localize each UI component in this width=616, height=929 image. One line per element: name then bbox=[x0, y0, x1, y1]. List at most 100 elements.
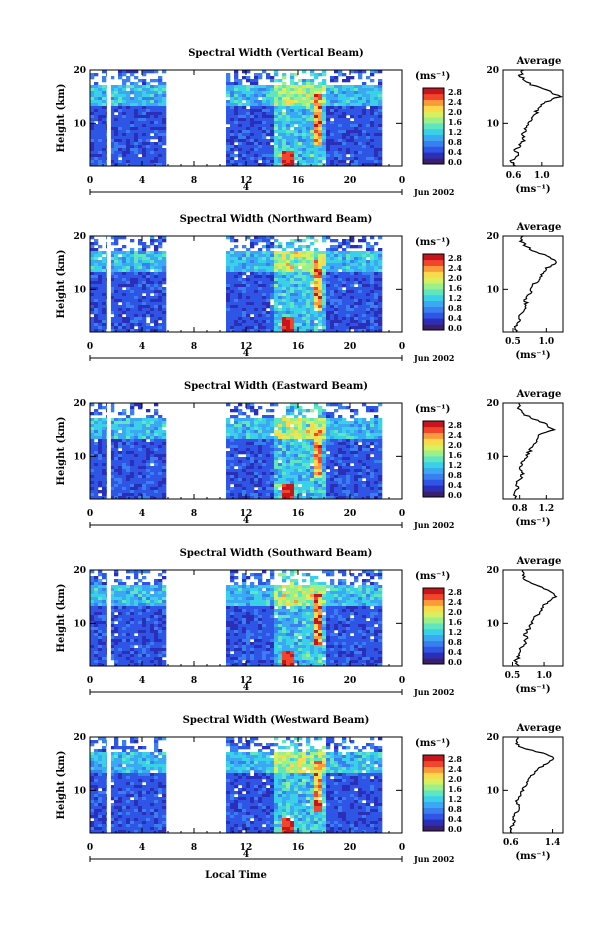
colorbar-swatch bbox=[423, 259, 444, 266]
colorbar-swatch bbox=[423, 324, 444, 331]
colorbar-swatch bbox=[423, 146, 444, 153]
colorbar-swatch bbox=[423, 778, 444, 785]
colorbar-swatch bbox=[423, 605, 444, 612]
avg-x-tick-label: 0.6 bbox=[506, 171, 522, 181]
colorbar-tick-label: 0.0 bbox=[448, 157, 462, 167]
panel-title: Spectral Width (Eastward Beam) bbox=[184, 381, 368, 392]
colorbar-tick-label: 1.6 bbox=[448, 283, 462, 293]
x-tick-label: 0 bbox=[87, 843, 93, 853]
date-label: Jun 2002 bbox=[413, 187, 454, 197]
y-axis-label: Height (km) bbox=[56, 751, 67, 820]
x-tick-label: 0 bbox=[399, 843, 405, 853]
colorbar-swatch bbox=[423, 312, 444, 319]
avg-x-tick-label: 0.5 bbox=[505, 671, 521, 681]
colorbar-tick-label: 1.6 bbox=[448, 117, 462, 127]
colorbar-tick-label: 2.4 bbox=[448, 97, 462, 107]
colorbar-tick-label: 2.8 bbox=[448, 587, 462, 597]
x-tick-label: 8 bbox=[191, 176, 197, 186]
y-tick-label: 10 bbox=[73, 285, 86, 295]
colorbar-swatch bbox=[423, 300, 444, 307]
colorbar-unit: (ms⁻¹) bbox=[415, 738, 450, 749]
y-tick-label: 10 bbox=[73, 619, 86, 629]
day-label: 4 bbox=[243, 349, 249, 359]
avg-y-tick-label: 10 bbox=[486, 786, 499, 796]
colorbar-swatch bbox=[423, 623, 444, 630]
average-profile-line bbox=[513, 235, 557, 333]
average-profile-line bbox=[512, 569, 558, 667]
x-tick-label: 20 bbox=[344, 843, 357, 853]
x-tick-label: 16 bbox=[292, 342, 305, 352]
avg-y-tick-label: 20 bbox=[486, 733, 499, 743]
colorbar-tick-label: 0.8 bbox=[448, 637, 462, 647]
x-tick-label: 0 bbox=[87, 676, 93, 686]
x-tick-label: 16 bbox=[292, 509, 305, 519]
colorbar-tick-label: 0.8 bbox=[448, 804, 462, 814]
avg-x-axis-label: (ms⁻¹) bbox=[515, 684, 550, 695]
colorbar-swatch bbox=[423, 640, 444, 647]
colorbar-tick-label: 0.4 bbox=[448, 313, 462, 323]
colorbar-tick-label: 2.0 bbox=[448, 440, 462, 450]
colorbar-swatch bbox=[423, 611, 444, 618]
avg-y-tick-label: 20 bbox=[486, 399, 499, 409]
colorbar-swatch bbox=[423, 646, 444, 653]
colorbar-swatch bbox=[423, 277, 444, 284]
x-tick-label: 0 bbox=[87, 509, 93, 519]
y-tick-label: 10 bbox=[73, 452, 86, 462]
average-title: Average bbox=[516, 556, 562, 567]
colorbar-swatch bbox=[423, 99, 444, 106]
colorbar-tick-label: 1.2 bbox=[448, 627, 462, 637]
colorbar-tick-label: 2.8 bbox=[448, 754, 462, 764]
colorbar-tick-label: 2.0 bbox=[448, 107, 462, 117]
y-axis-label: Height (km) bbox=[56, 584, 67, 653]
x-tick-label: 0 bbox=[399, 342, 405, 352]
panel-5: Spectral Width (Westward Beam) 0 4 8 12 16 20 0… bbox=[56, 715, 564, 864]
avg-y-tick-label: 20 bbox=[486, 566, 499, 576]
panel-4: Spectral Width (Southward Beam) 0 4 8 12 16 20… bbox=[56, 548, 564, 697]
date-label: Jun 2002 bbox=[413, 854, 454, 864]
x-tick-label: 0 bbox=[399, 676, 405, 686]
avg-x-tick-label: 1.0 bbox=[538, 337, 554, 347]
y-tick-label: 20 bbox=[73, 566, 86, 576]
colorbar-tick-label: 2.0 bbox=[448, 774, 462, 784]
avg-x-tick-label: 1.0 bbox=[536, 671, 552, 681]
x-tick-label: 8 bbox=[191, 342, 197, 352]
x-tick-label: 20 bbox=[344, 176, 357, 186]
colorbar-swatch bbox=[423, 421, 444, 428]
colorbar-swatch bbox=[423, 426, 444, 433]
day-label: 4 bbox=[243, 183, 249, 193]
data-gap-stripe bbox=[106, 737, 111, 833]
y-tick-label: 20 bbox=[73, 232, 86, 242]
x-tick-label: 12 bbox=[240, 176, 253, 186]
avg-x-axis-label: (ms⁻¹) bbox=[515, 184, 550, 195]
colorbar-tick-label: 1.6 bbox=[448, 450, 462, 460]
colorbar-frame bbox=[422, 587, 445, 665]
avg-x-axis-label: (ms⁻¹) bbox=[515, 350, 550, 361]
colorbar-swatch bbox=[423, 128, 444, 136]
heatmap-field bbox=[90, 70, 383, 167]
avg-x-tick-label: 1.2 bbox=[538, 504, 554, 514]
colorbar-tick-label: 1.2 bbox=[448, 127, 462, 137]
colorbar-swatch bbox=[423, 456, 444, 463]
panel-title: Spectral Width (Southward Beam) bbox=[180, 548, 373, 559]
x-tick-label: 4 bbox=[139, 843, 145, 853]
colorbar-swatch bbox=[423, 819, 444, 826]
average-frame bbox=[502, 69, 564, 167]
colorbar-swatch bbox=[423, 795, 444, 803]
colorbar-swatch bbox=[423, 294, 444, 302]
y-axis-label: Height (km) bbox=[56, 250, 67, 319]
colorbar-tick-label: 2.4 bbox=[448, 263, 462, 273]
colorbar-tick-label: 0.4 bbox=[448, 647, 462, 657]
heatmap-field bbox=[90, 737, 383, 834]
average-profile-line bbox=[509, 737, 555, 834]
x-tick-label: 20 bbox=[344, 509, 357, 519]
colorbar-tick-label: 2.4 bbox=[448, 430, 462, 440]
colorbar-swatch bbox=[423, 634, 444, 641]
day-label: 4 bbox=[243, 683, 249, 693]
avg-x-tick-label: 0.5 bbox=[505, 337, 521, 347]
average-title: Average bbox=[516, 222, 562, 233]
average-profile-line bbox=[509, 69, 564, 167]
average-frame bbox=[502, 736, 564, 834]
colorbar-swatch bbox=[423, 254, 444, 261]
avg-x-tick-label: 1.0 bbox=[534, 171, 550, 181]
